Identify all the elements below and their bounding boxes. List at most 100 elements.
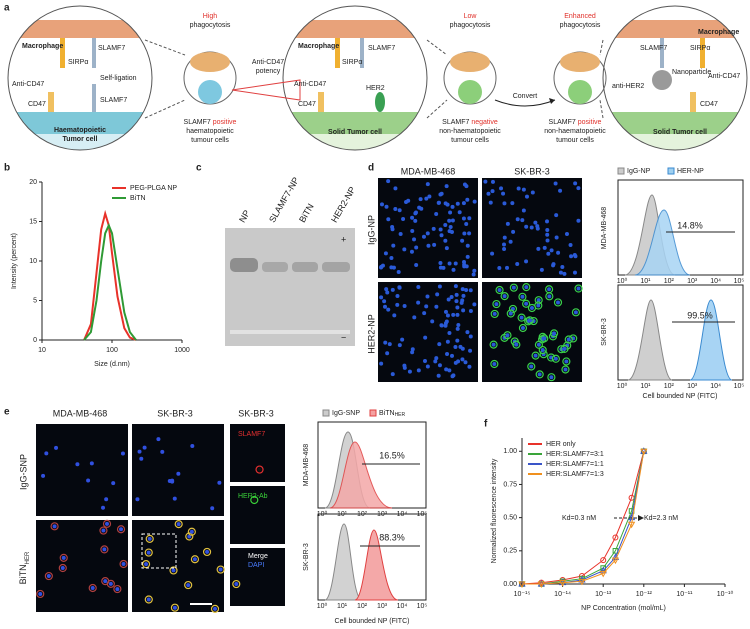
cell [509,283,518,292]
nucleus [464,287,469,292]
legend-swatch [617,167,625,175]
nucleus [573,310,578,315]
nucleus [508,311,513,316]
x-tick-label: 1000 [174,347,190,354]
cell [522,283,531,292]
column-label: MDA-MB-468 [53,408,108,418]
nucleus [417,205,422,210]
legend-label: HER:SLAMF7=1:1 [546,461,604,468]
y-tick-label: 10 [29,258,37,265]
label: Anti-CD47 [708,73,740,80]
tick-label: 10³ [687,278,698,285]
nucleus [435,292,440,297]
nucleus [564,231,569,236]
stain-label: DAPI [248,562,264,569]
nucleus [488,200,493,205]
label: SLAMF7 [368,45,395,52]
nucleus [423,335,428,340]
x-axis-label: Size (d.nm) [94,361,130,368]
nucleus [379,295,384,300]
nucleus [447,261,452,266]
nucleus [467,364,472,369]
y-tick-label: 0.75 [503,481,517,488]
nucleus [461,201,466,206]
nucleus [457,210,462,215]
nucleus [453,360,458,365]
nucleus [146,597,151,602]
row-label: HER2-NP [366,314,376,354]
cell [503,331,512,340]
point [518,581,526,589]
nucleus [456,322,461,327]
x-tick-label: 10⁻¹⁵ [514,591,531,598]
y-tick-label: 1.00 [503,448,517,455]
nucleus [529,225,534,230]
nucleus [537,372,542,377]
cell [518,323,528,333]
nucleus [402,247,407,252]
y-tick-label: 0.50 [503,514,517,521]
annotation: Kd=2.3 nM [644,515,678,522]
x-tick-label: 10⁻¹² [636,591,653,598]
nucleus [465,254,470,259]
nucleus [468,348,473,353]
nucleus [505,265,510,270]
nucleus [395,302,400,307]
cell [216,565,225,574]
cell [561,365,570,374]
nucleus [424,196,429,201]
nucleus [549,248,554,253]
nucleus [573,181,578,186]
nucleus [176,522,181,527]
column-label: SK-BR-3 [514,166,550,176]
percent-label: 14.8% [677,220,703,230]
legend-label: HER:SLAMF7=3:1 [546,451,604,458]
x-tick-label: 10⁻¹⁴ [554,591,571,598]
y-tick-label: 0.00 [503,581,517,588]
cell [535,370,544,379]
nucleus [397,208,402,213]
label: SLAMF7 [549,119,576,126]
nucleus [443,238,448,243]
nucleus [172,496,177,501]
cell [534,301,543,310]
nucleus [467,216,472,221]
nucleus [410,350,415,355]
x-tick-label: 10⁻¹³ [595,591,612,598]
y-tick-label: 0 [33,337,37,344]
nucleus [465,243,470,248]
label: Self-ligation [100,75,137,82]
label: positive [213,119,237,126]
label: phagocytosis [450,22,491,29]
nucleus [105,521,110,526]
nucleus [547,294,552,299]
label: Enhanced [564,13,596,20]
nucleus [387,342,392,347]
nucleus [393,186,398,191]
nucleus [416,285,421,290]
annotation: Kd=0.3 nM [562,515,596,522]
label: SLAMF7 positive [549,119,602,126]
legend-label: HER only [546,441,576,448]
zoom-box [141,533,177,569]
cell [490,359,499,369]
label: Anti-CD47 [12,81,44,88]
nucleus [546,251,551,256]
nucleus [439,323,444,328]
nucleus [424,304,429,309]
cell [549,329,559,338]
nucleus [450,374,455,379]
label: haematopoietic [186,128,234,135]
nucleus [461,308,466,313]
percent-label: 16.5% [379,450,405,460]
stain-label: HER2-Ab [238,493,268,500]
label: SLAMF7 [98,45,125,52]
nucleus [454,292,459,297]
series-line [83,222,137,341]
label: potency [256,68,281,75]
nucleus [520,218,525,223]
nucleus [455,201,460,206]
nucleus [61,555,66,560]
y-axis-label: Intensity (percent) [11,233,18,289]
label: SLAMF7 [640,45,667,52]
